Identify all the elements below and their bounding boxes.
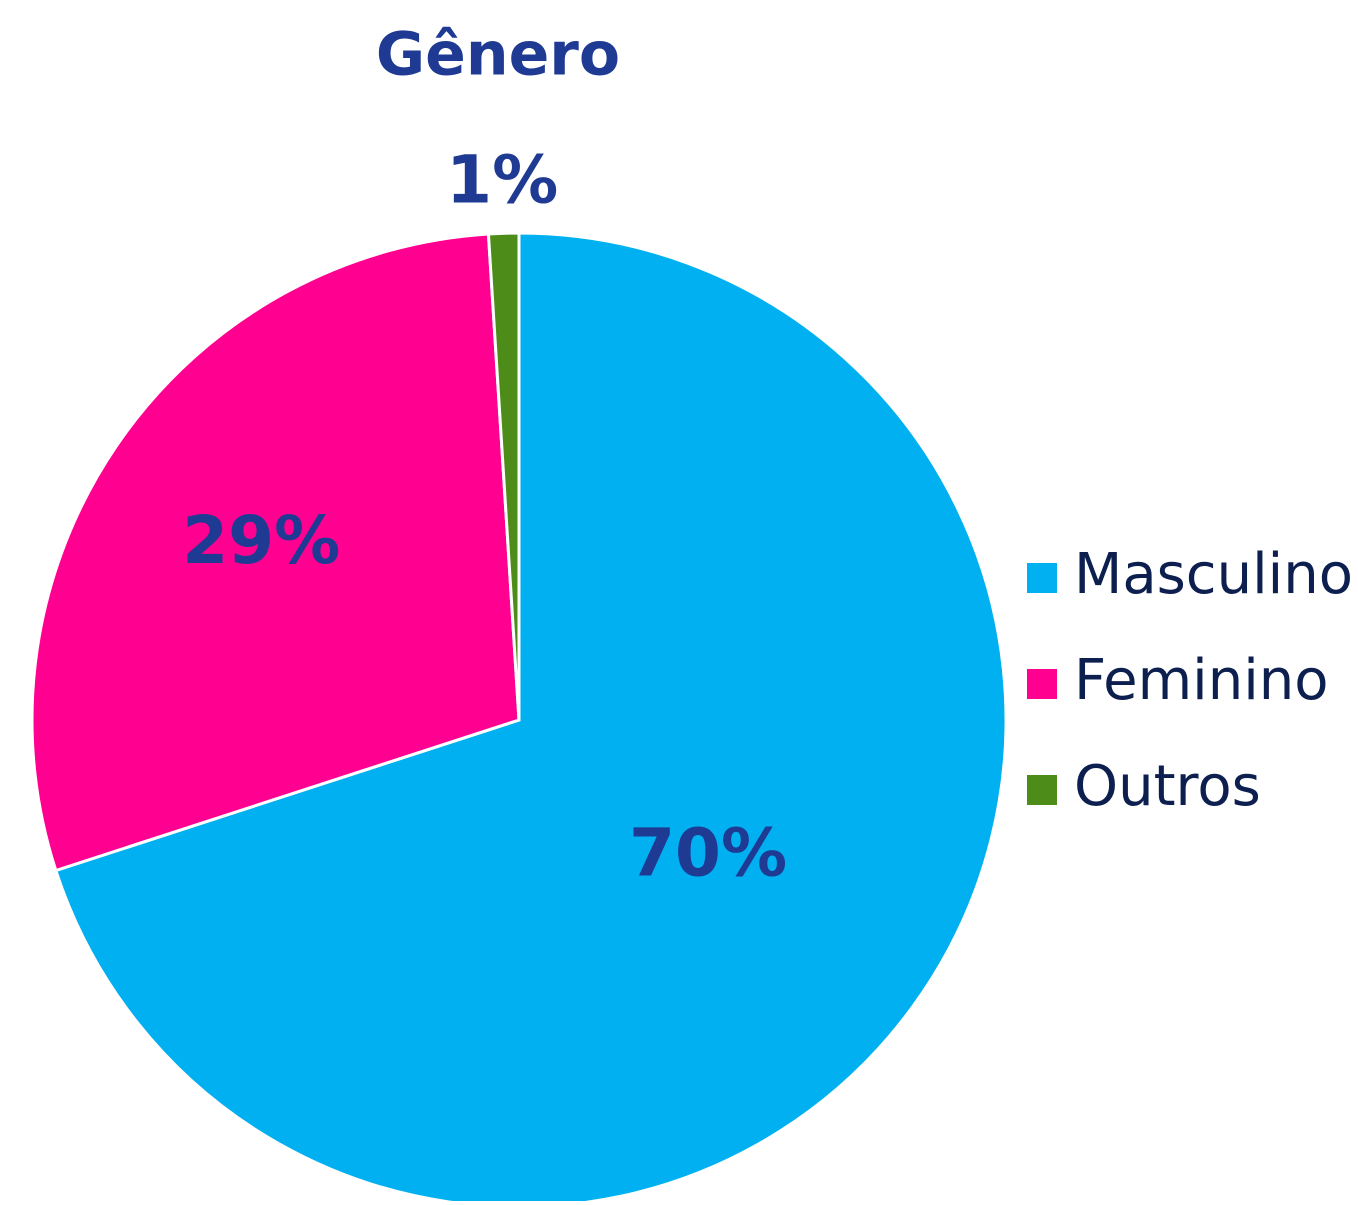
pie-slice xyxy=(53,231,1008,1205)
legend-swatch xyxy=(1027,669,1057,699)
chart-title: Gênero xyxy=(376,20,620,90)
pie-slice xyxy=(486,231,521,721)
pie-slice xyxy=(30,232,521,873)
legend-label: Feminino xyxy=(1074,648,1329,713)
legend-label: Masculino xyxy=(1074,542,1353,607)
legend-swatch xyxy=(1027,563,1057,593)
data-label: 29% xyxy=(182,502,340,579)
data-label: 70% xyxy=(629,814,787,891)
data-label: 1% xyxy=(446,142,558,219)
legend-label: Outros xyxy=(1074,754,1261,819)
legend-swatch xyxy=(1027,775,1057,805)
